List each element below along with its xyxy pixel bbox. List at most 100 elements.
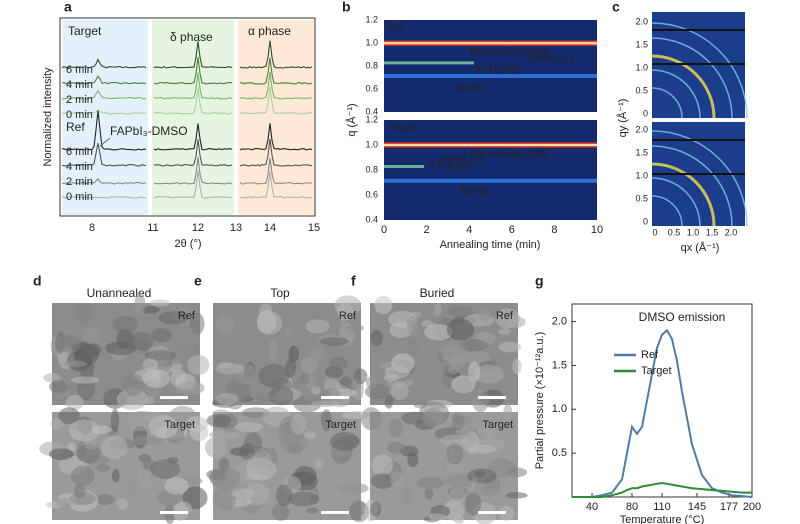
- label: 0.8: [365, 164, 378, 174]
- grain: [446, 443, 464, 465]
- label: 14: [264, 222, 276, 234]
- grain: [324, 366, 344, 379]
- grain: [473, 364, 505, 384]
- xrd-curve: [61, 40, 313, 69]
- grain: [370, 329, 383, 347]
- grain: [116, 498, 129, 510]
- label: Target: [164, 419, 195, 431]
- grain: [440, 342, 465, 358]
- grain: [360, 407, 382, 431]
- grain: [172, 366, 181, 376]
- grain: [257, 364, 290, 388]
- grain: [68, 419, 100, 442]
- axes: [59, 17, 316, 217]
- grain: [60, 334, 81, 354]
- label: 12: [192, 222, 204, 234]
- label: 80: [626, 501, 638, 513]
- grain: [337, 302, 354, 321]
- grain: [319, 337, 349, 346]
- grain: [348, 381, 358, 391]
- band: [238, 20, 314, 215]
- grain: [305, 319, 330, 334]
- label: 1.0: [365, 139, 378, 149]
- grain: [478, 307, 491, 321]
- label: δ-2H(100): [475, 65, 520, 76]
- label: Temperature (°C): [620, 514, 704, 524]
- label: Ref: [339, 310, 357, 322]
- grain: [212, 486, 237, 511]
- xrd-curve: [61, 57, 313, 85]
- grain: [101, 435, 128, 459]
- label: c: [612, 0, 620, 15]
- grain: [48, 448, 74, 460]
- grain: [451, 375, 476, 394]
- label: Annealing time (min): [440, 239, 541, 251]
- label: 145: [688, 501, 706, 513]
- scale-bar: [160, 396, 188, 399]
- grain: [63, 360, 87, 367]
- ring: [651, 195, 683, 227]
- grain: [112, 315, 139, 334]
- grain: [185, 416, 209, 433]
- scale-bar: [160, 511, 188, 514]
- label: 2: [424, 224, 430, 236]
- grain: [433, 302, 443, 317]
- grain: [384, 366, 410, 379]
- label: Top: [270, 286, 290, 300]
- label: 10: [591, 224, 603, 236]
- label: 6 min: [66, 146, 93, 158]
- grain: [67, 442, 77, 452]
- grain: [447, 367, 460, 375]
- grain: [506, 316, 526, 328]
- label: 2.0: [552, 315, 567, 327]
- label: δ-6H(101): [438, 155, 483, 166]
- label: 110: [653, 501, 671, 513]
- label: 0.5: [552, 447, 567, 459]
- grain: [285, 358, 297, 378]
- label: Target: [68, 24, 102, 38]
- grain: [123, 373, 144, 397]
- grain: [497, 328, 511, 335]
- heatmap: [384, 120, 597, 220]
- grain: [498, 341, 522, 353]
- grain: [73, 483, 86, 499]
- grain: [95, 464, 111, 472]
- grain: [158, 311, 189, 325]
- label: 0: [381, 224, 387, 236]
- grain: [142, 358, 159, 372]
- grain: [126, 477, 137, 500]
- label: 4 min: [66, 161, 93, 173]
- label: 1.5: [552, 359, 567, 371]
- ring: [651, 177, 701, 227]
- grain: [149, 299, 171, 307]
- label: 15: [308, 222, 320, 234]
- grain: [400, 486, 415, 507]
- grain: [234, 421, 264, 433]
- label: 0 min: [66, 191, 93, 203]
- grain: [506, 467, 528, 478]
- grain: [82, 327, 100, 345]
- grain: [424, 488, 434, 500]
- grain: [306, 507, 319, 514]
- label: RbPbI₃: [455, 84, 487, 95]
- grain: [459, 338, 488, 352]
- grain: [110, 408, 120, 433]
- grain: [148, 415, 178, 439]
- grain: [111, 469, 120, 483]
- label: 8: [89, 222, 95, 234]
- grain: [442, 499, 464, 521]
- label: 0.4: [365, 106, 378, 116]
- label: 1.2: [365, 114, 378, 124]
- label: q (Å⁻¹): [345, 103, 358, 136]
- grain: [468, 444, 496, 454]
- label: e: [194, 273, 202, 289]
- grain: [116, 388, 149, 410]
- plot-frame: [571, 303, 753, 498]
- series-line: [572, 328, 753, 498]
- heatmap: [384, 20, 597, 112]
- scale-bar: [321, 396, 349, 399]
- label: 0.5: [635, 193, 648, 203]
- label: DMSO emission: [639, 310, 726, 324]
- label: 1.5: [635, 39, 648, 49]
